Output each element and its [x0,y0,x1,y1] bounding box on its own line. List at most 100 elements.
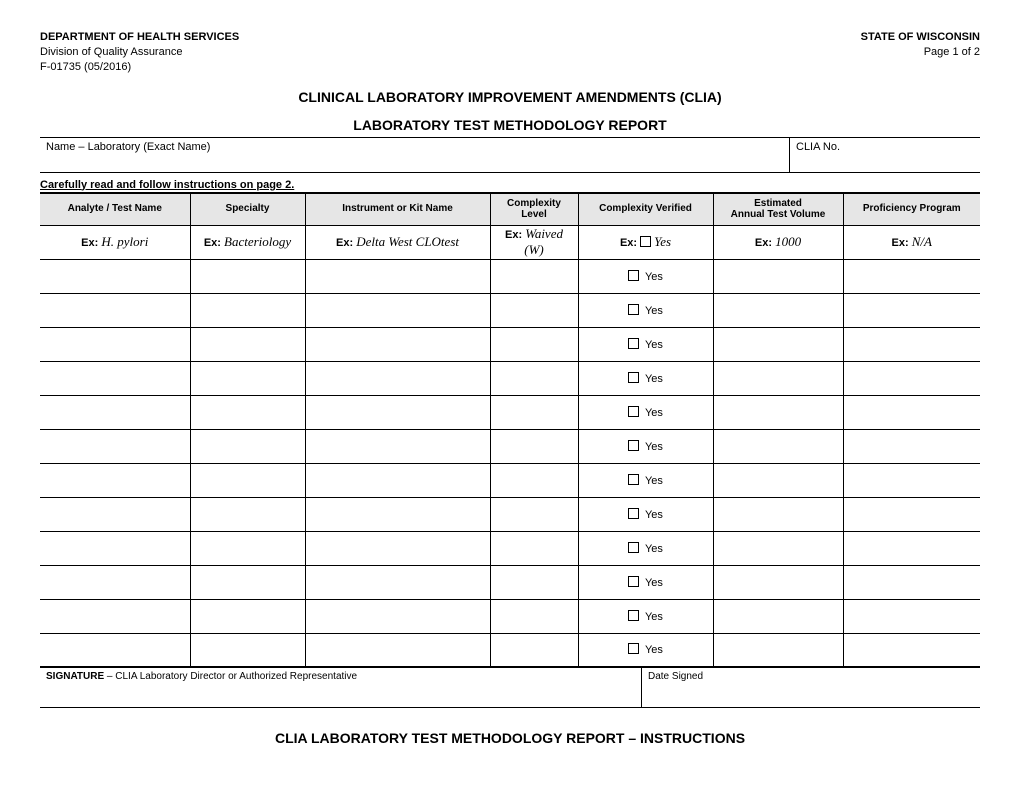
date-signed-cell[interactable]: Date Signed [642,668,980,707]
table-cell[interactable] [190,429,305,463]
table-cell[interactable] [490,293,578,327]
checkbox-icon[interactable] [628,270,639,281]
table-cell[interactable] [305,633,490,667]
checkbox-icon[interactable] [628,610,639,621]
table-cell[interactable] [713,327,843,361]
table-cell[interactable] [490,463,578,497]
table-cell[interactable] [40,565,190,599]
table-cell[interactable] [843,293,980,327]
table-cell[interactable] [190,361,305,395]
table-cell[interactable]: Yes [578,633,713,667]
table-cell[interactable] [713,259,843,293]
table-cell[interactable] [490,429,578,463]
table-cell[interactable] [305,565,490,599]
table-cell[interactable] [843,259,980,293]
table-cell[interactable] [490,565,578,599]
table-cell[interactable] [713,463,843,497]
table-cell[interactable] [490,259,578,293]
checkbox-icon[interactable] [628,508,639,519]
checkbox-icon[interactable] [628,542,639,553]
table-cell[interactable] [713,429,843,463]
table-cell[interactable] [490,633,578,667]
table-cell[interactable]: Yes [578,497,713,531]
checkbox-icon[interactable] [628,474,639,485]
checkbox-icon[interactable] [628,304,639,315]
table-cell[interactable] [843,395,980,429]
table-cell[interactable] [305,361,490,395]
table-cell[interactable]: Yes [578,565,713,599]
table-cell[interactable] [305,599,490,633]
table-cell[interactable]: Yes [578,531,713,565]
table-cell[interactable] [190,599,305,633]
table-cell[interactable] [843,633,980,667]
table-cell[interactable] [843,599,980,633]
table-cell[interactable] [40,429,190,463]
table-cell[interactable]: Yes [578,293,713,327]
table-cell[interactable] [843,429,980,463]
table-cell[interactable]: Yes [578,429,713,463]
table-cell[interactable] [190,463,305,497]
table-cell[interactable] [40,463,190,497]
table-cell[interactable] [843,531,980,565]
table-cell[interactable] [40,633,190,667]
table-cell[interactable]: Yes [578,599,713,633]
table-cell[interactable] [40,497,190,531]
table-cell[interactable]: Yes [578,395,713,429]
table-cell[interactable] [490,497,578,531]
table-cell[interactable] [305,293,490,327]
table-cell[interactable] [40,361,190,395]
table-cell[interactable] [843,361,980,395]
table-cell[interactable] [843,565,980,599]
table-cell[interactable]: Yes [578,361,713,395]
table-cell[interactable] [40,531,190,565]
table-cell[interactable] [305,497,490,531]
table-cell[interactable] [490,531,578,565]
checkbox-icon[interactable] [628,576,639,587]
table-cell[interactable] [490,599,578,633]
checkbox-icon[interactable] [628,338,639,349]
table-cell[interactable] [40,259,190,293]
table-cell[interactable] [190,293,305,327]
table-cell[interactable]: Yes [578,259,713,293]
checkbox-icon[interactable] [628,440,639,451]
table-cell[interactable] [40,293,190,327]
table-cell[interactable] [713,531,843,565]
table-cell[interactable] [713,395,843,429]
table-cell[interactable] [40,395,190,429]
table-cell[interactable] [305,531,490,565]
table-cell[interactable] [305,395,490,429]
table-cell[interactable] [190,259,305,293]
table-cell[interactable] [713,633,843,667]
table-cell[interactable] [843,327,980,361]
table-cell[interactable] [713,599,843,633]
table-cell[interactable] [713,565,843,599]
checkbox-icon[interactable] [628,406,639,417]
table-cell[interactable] [713,293,843,327]
table-cell[interactable] [305,327,490,361]
table-cell[interactable] [190,327,305,361]
table-cell[interactable]: Yes [578,463,713,497]
table-cell[interactable] [305,463,490,497]
table-cell[interactable] [305,259,490,293]
table-cell[interactable]: Yes [578,327,713,361]
table-cell[interactable] [305,429,490,463]
table-cell[interactable] [190,531,305,565]
table-cell[interactable] [190,565,305,599]
table-cell[interactable] [190,497,305,531]
table-cell[interactable] [490,395,578,429]
checkbox-icon[interactable] [628,372,639,383]
table-cell[interactable] [40,599,190,633]
clia-no-cell[interactable]: CLIA No. [790,138,980,172]
checkbox-icon[interactable] [628,643,639,654]
table-cell[interactable] [490,361,578,395]
table-cell[interactable] [843,497,980,531]
lab-name-cell[interactable]: Name – Laboratory (Exact Name) [40,138,790,172]
table-cell[interactable] [713,497,843,531]
table-cell[interactable] [713,361,843,395]
table-cell[interactable] [190,633,305,667]
table-cell[interactable] [40,327,190,361]
table-cell[interactable] [843,463,980,497]
table-cell[interactable] [490,327,578,361]
signature-cell[interactable]: SIGNATURE – CLIA Laboratory Director or … [40,668,642,707]
table-cell[interactable] [190,395,305,429]
